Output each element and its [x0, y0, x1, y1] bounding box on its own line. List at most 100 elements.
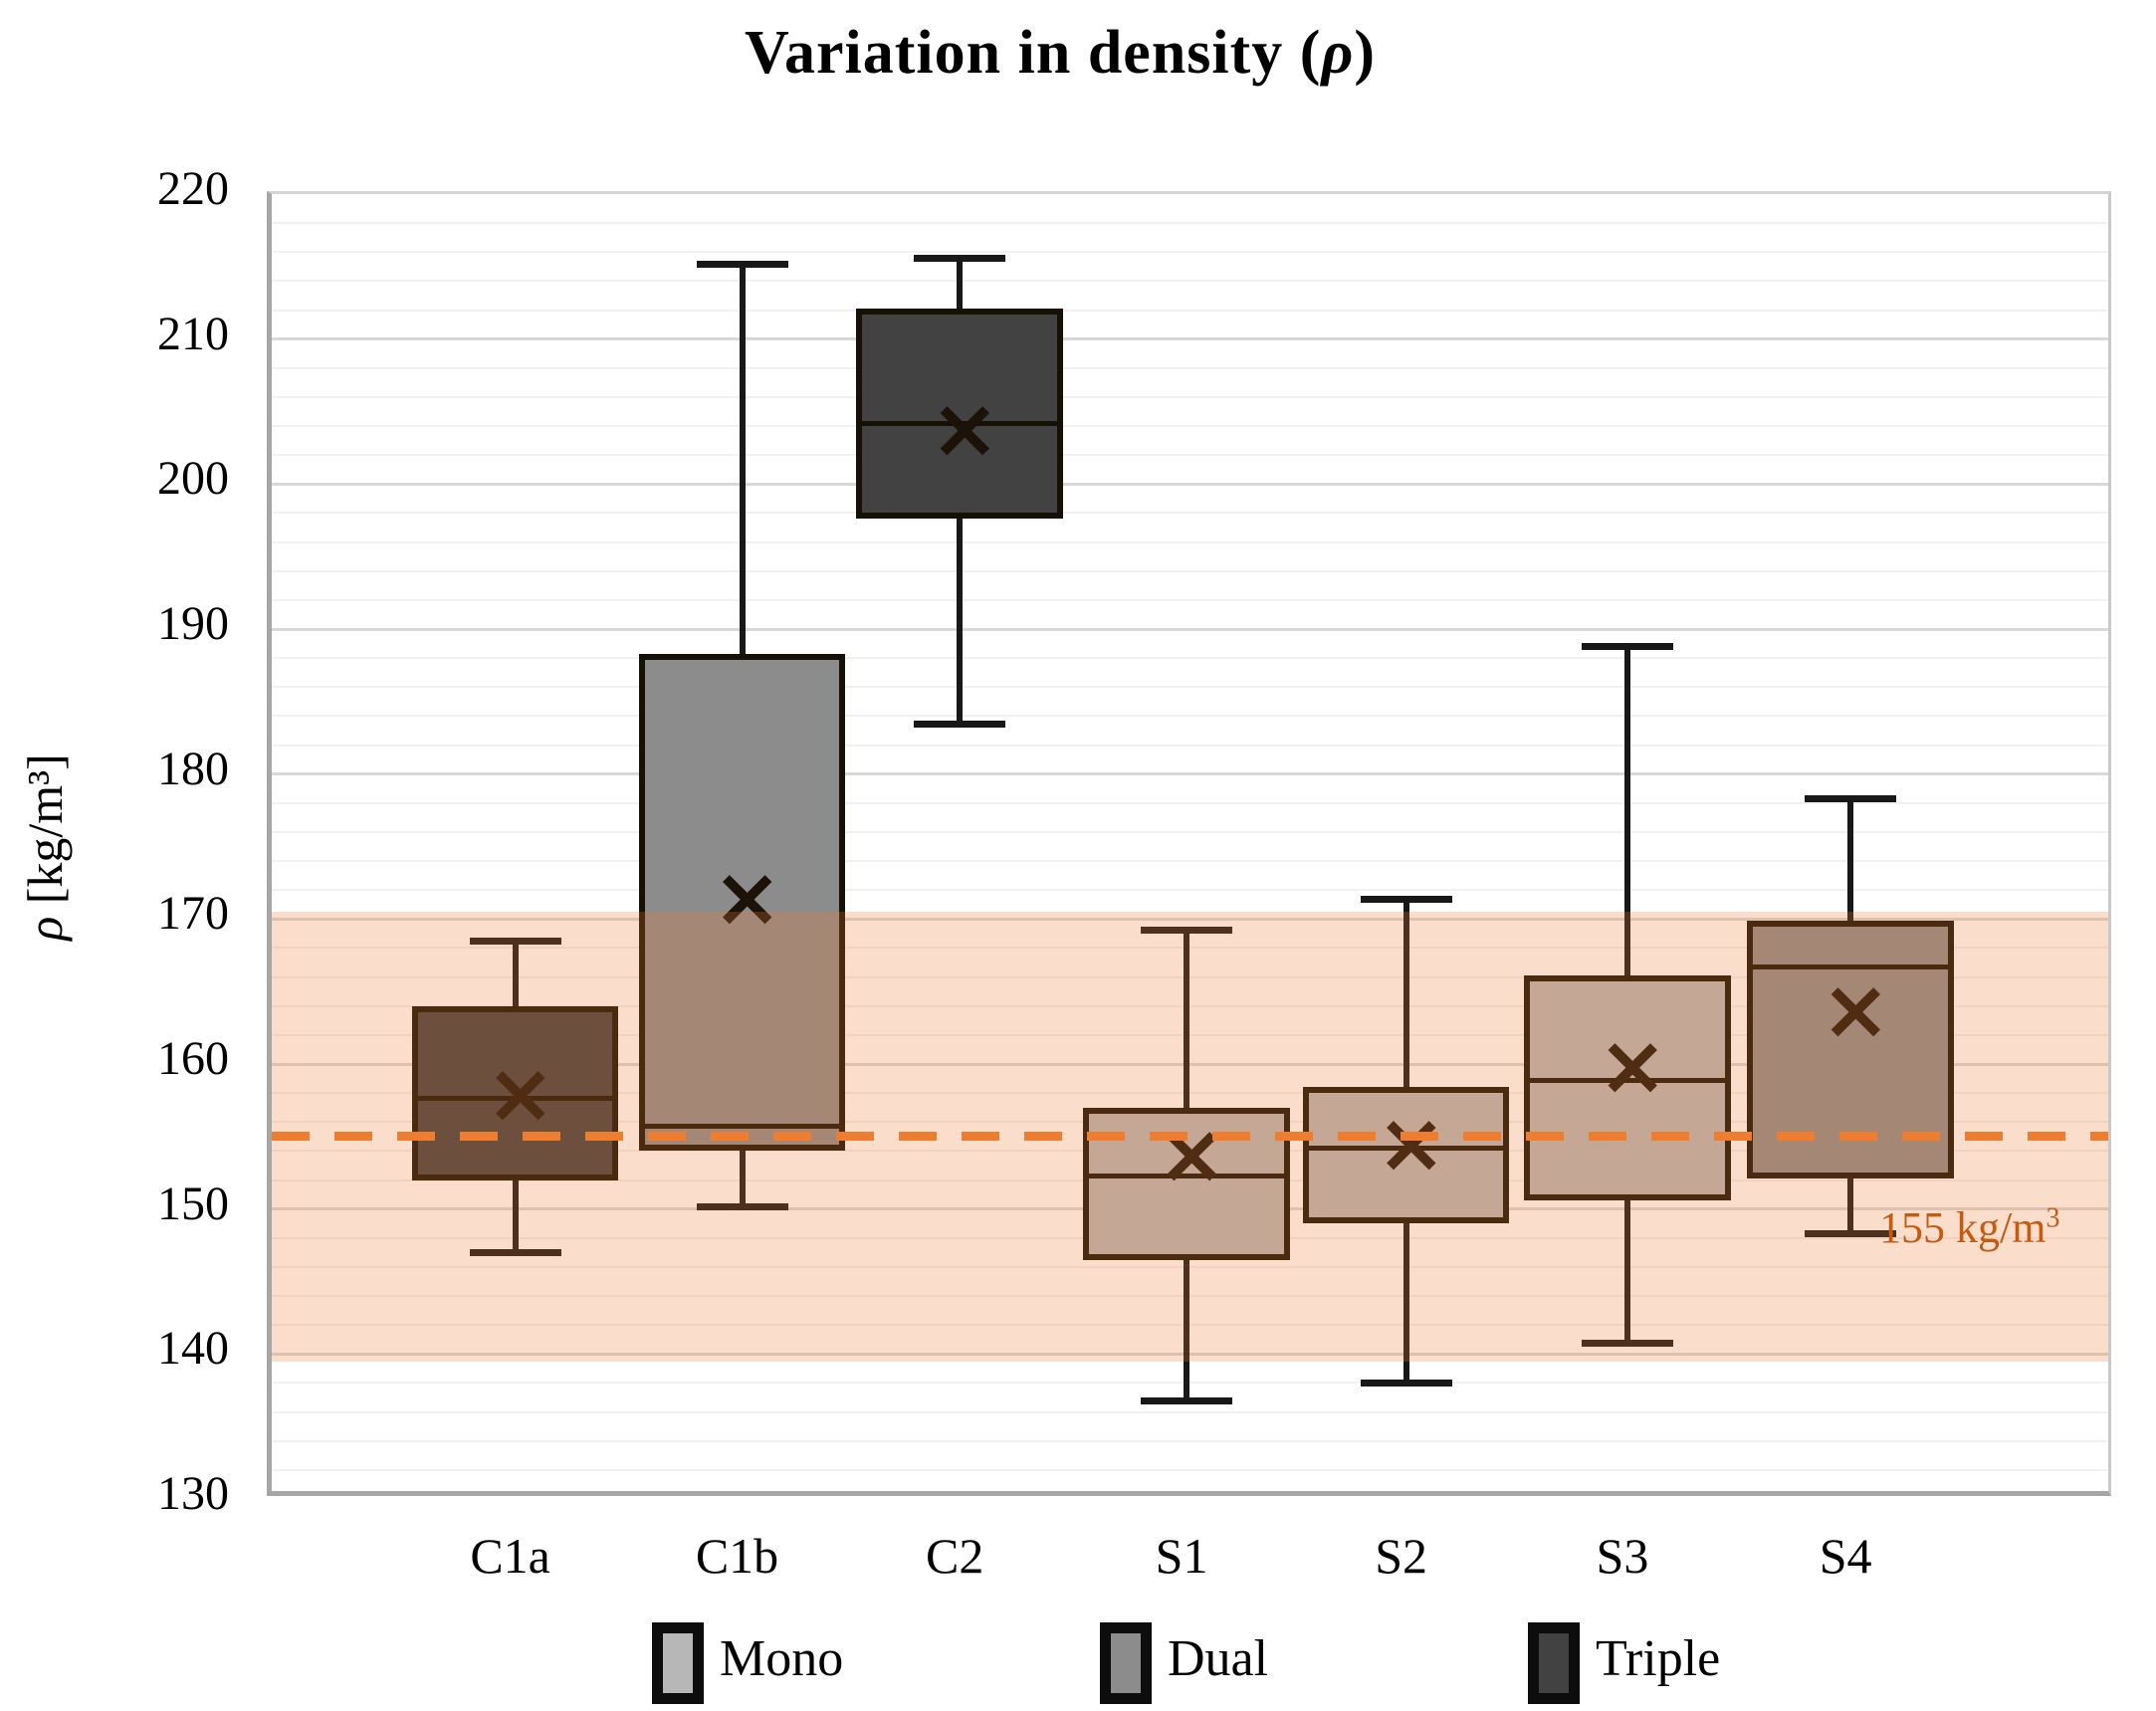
plot-area: × × × × × × ×: [267, 191, 2111, 1496]
box-rect: [638, 653, 846, 1152]
median-line: [416, 1096, 614, 1102]
minor-gridline: [272, 744, 2108, 747]
minor-gridline: [272, 889, 2108, 892]
minor-gridline: [272, 975, 2108, 978]
minor-gridline: [272, 1004, 2108, 1007]
y-tick-label: 150: [157, 1176, 229, 1230]
x-category-label: C1b: [695, 1528, 779, 1584]
legend: Mono Dual Triple: [0, 1622, 2156, 1711]
minor-gridline: [272, 1092, 2108, 1095]
x-category-label: S1: [1155, 1528, 1208, 1584]
major-gridline: [272, 917, 2108, 921]
y-tick-label: 220: [157, 162, 229, 215]
minor-gridline: [272, 1033, 2108, 1036]
median-line: [643, 1124, 841, 1130]
major-gridline: [272, 1352, 2108, 1356]
minor-gridline: [272, 366, 2108, 369]
box-S2: ×: [1302, 194, 1510, 1499]
legend-item-label: Triple: [1596, 1630, 1721, 1687]
whisker-cap-min: [696, 1202, 788, 1210]
major-gridline: [272, 627, 2108, 631]
legend-item-triple: Triple: [1528, 1622, 1846, 1708]
minor-gridline: [272, 1382, 2108, 1385]
minor-gridline: [272, 1439, 2108, 1442]
major-gridline: [272, 482, 2108, 486]
minor-gridline: [272, 309, 2108, 312]
mean-marker-icon: ×: [1597, 1016, 1668, 1115]
legend-item-label: Dual: [1168, 1630, 1269, 1687]
minor-gridline: [272, 395, 2108, 398]
whisker-cap-max: [1805, 795, 1897, 803]
minor-gridline: [272, 540, 2108, 543]
y-tick-label: 210: [157, 307, 229, 360]
minor-gridline: [272, 1410, 2108, 1413]
reference-line-label: 155 kg/m3: [1879, 1202, 2060, 1252]
median-line: [1752, 963, 1949, 969]
median-line: [1529, 1077, 1726, 1083]
median-line: [1088, 1173, 1285, 1178]
mean-marker-icon: ×: [1821, 960, 1891, 1058]
box-S3: ×: [1524, 194, 1731, 1499]
box-rect: [411, 1005, 619, 1180]
whisker-cap-max: [1581, 643, 1673, 651]
mean-marker-icon: ×: [1157, 1105, 1227, 1203]
mean-marker-icon: ×: [485, 1044, 555, 1143]
minor-gridline: [272, 512, 2108, 515]
y-tick-label: 200: [157, 452, 229, 506]
mean-marker-icon: ×: [712, 848, 782, 947]
box-S1: ×: [1083, 194, 1290, 1499]
major-gridline: [272, 337, 2108, 341]
x-category-label: C2: [925, 1528, 984, 1584]
legend-swatch-icon: [1100, 1622, 1152, 1704]
whisker-cap-max: [696, 260, 788, 268]
minor-gridline: [272, 947, 2108, 950]
minor-gridline: [272, 830, 2108, 833]
minor-gridline: [272, 425, 2108, 428]
mean-marker-icon: ×: [1376, 1093, 1446, 1191]
whisker-cap-min: [469, 1249, 561, 1257]
legend-item-label: Mono: [720, 1630, 844, 1687]
box-rect: [1524, 975, 1731, 1200]
minor-gridline: [272, 860, 2108, 863]
major-gridline: [272, 1062, 2108, 1066]
minor-gridline: [272, 598, 2108, 601]
whisker-cap-min: [1805, 1230, 1897, 1238]
whisker-cap-max: [469, 938, 561, 946]
x-category-label: S3: [1596, 1528, 1649, 1584]
box-rect: [856, 309, 1063, 520]
major-gridline: [272, 772, 2108, 776]
y-tick-label: 130: [157, 1467, 229, 1520]
minor-gridline: [272, 657, 2108, 660]
rho-symbol: ρ: [1321, 19, 1355, 87]
whisker-cap-min: [1581, 1339, 1673, 1347]
whisker-cap-max: [914, 255, 1006, 263]
mean-marker-icon: ×: [930, 378, 1000, 477]
minor-gridline: [272, 715, 2108, 718]
box-C2: ×: [856, 194, 1063, 1499]
whisker-cap-min: [1141, 1396, 1233, 1404]
legend-swatch-icon: [1528, 1622, 1580, 1704]
minor-gridline: [272, 569, 2108, 572]
legend-item-mono: Mono: [652, 1622, 970, 1708]
legend-swatch-icon: [652, 1622, 704, 1704]
x-category-label: C1a: [470, 1528, 550, 1584]
minor-gridline: [272, 1468, 2108, 1471]
minor-gridline: [272, 1324, 2108, 1327]
box-C1b: ×: [638, 194, 846, 1499]
whisker-cap-min: [1360, 1380, 1452, 1388]
x-category-label: S2: [1375, 1528, 1427, 1584]
y-tick-label: 190: [157, 597, 229, 650]
whisker-cap-max: [1360, 895, 1452, 903]
minor-gridline: [272, 801, 2108, 804]
minor-gridline: [272, 222, 2108, 225]
minor-gridline: [272, 280, 2108, 283]
minor-gridline: [272, 251, 2108, 254]
median-line: [861, 420, 1058, 426]
y-tick-label: 180: [157, 742, 229, 795]
box-rect: [1302, 1087, 1510, 1224]
chart-title: Variation in density (ρ): [744, 19, 1377, 87]
whisker-cap-max: [1141, 926, 1233, 934]
minor-gridline: [272, 1265, 2108, 1268]
minor-gridline: [272, 454, 2108, 457]
y-tick-label: 140: [157, 1322, 229, 1376]
